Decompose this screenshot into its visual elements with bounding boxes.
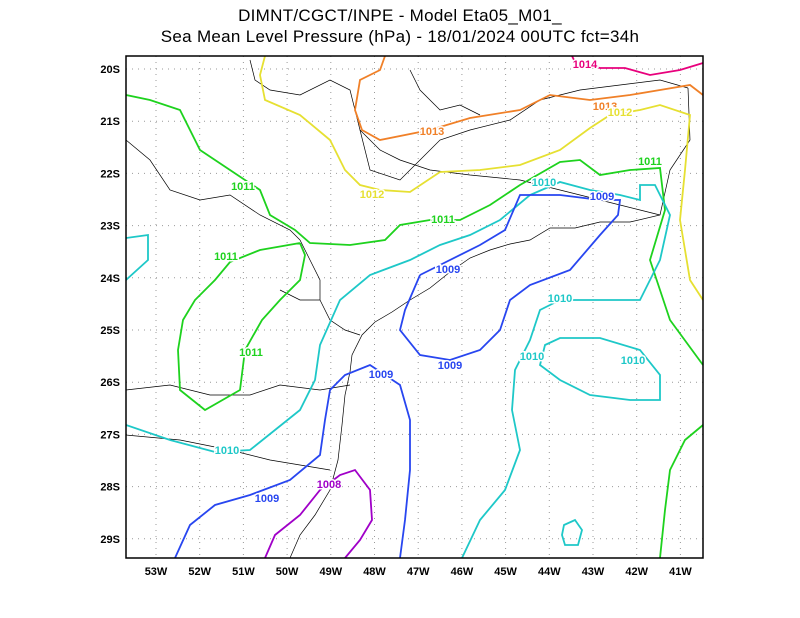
contour-label-1010: 1010	[520, 351, 544, 363]
title-line-2: Sea Mean Level Pressure (hPa) - 18/01/20…	[160, 27, 640, 46]
isobar-1010-closed	[538, 337, 661, 401]
lat-tick-label: 28S	[100, 482, 120, 494]
isobar-1014	[571, 55, 704, 76]
lon-tick-label: 48W	[363, 566, 386, 578]
isobar-1010	[125, 233, 149, 281]
contour-label-1009: 1009	[436, 264, 460, 276]
lat-tick-label: 29S	[100, 534, 120, 546]
coastline	[289, 87, 691, 559]
contour-label-1010: 1010	[215, 445, 239, 457]
lon-tick-label: 44W	[538, 566, 561, 578]
isobar-1010-small	[561, 518, 583, 546]
axis-ticks: 53W 52W 51W 50W 49W 48W 47W 46W 45W 44W 43W 42W 41W 2…	[100, 64, 692, 578]
lon-tick-label: 50W	[276, 566, 299, 578]
state-border	[125, 139, 301, 241]
contour-label-1013: 1013	[420, 126, 444, 138]
lat-tick-label: 27S	[100, 429, 120, 441]
isobar-1011	[125, 94, 704, 366]
lon-tick-label: 47W	[407, 566, 430, 578]
contour-label-1011: 1011	[239, 347, 263, 359]
isobar-1012	[259, 55, 704, 301]
contour-label-1009: 1009	[369, 369, 393, 381]
lon-tick-label: 49W	[319, 566, 342, 578]
contour-labels: 1014101310131012101210111011101110111011…	[213, 58, 664, 507]
contour-label-1010: 1010	[548, 293, 572, 305]
lon-tick-label: 52W	[188, 566, 211, 578]
lon-tick-label: 41W	[669, 566, 692, 578]
contour-label-1011: 1011	[214, 251, 238, 263]
contour-label-1009: 1009	[438, 360, 462, 372]
contour-label-1009: 1009	[255, 493, 279, 505]
state-border	[125, 434, 331, 471]
lat-tick-label: 25S	[100, 325, 120, 337]
contour-label-1008: 1008	[317, 479, 341, 491]
contour-label-1010: 1010	[532, 177, 556, 189]
lat-tick-label: 24S	[100, 273, 120, 285]
lon-tick-label: 45W	[494, 566, 517, 578]
lat-tick-label: 20S	[100, 64, 120, 76]
contour-label-1013: 1013	[593, 101, 617, 113]
isobar-1009	[174, 363, 411, 559]
isobar-1009-main	[399, 194, 622, 361]
isobar-1013	[354, 55, 704, 141]
title-line-1: DIMNT/CGCT/INPE - Model Eta05_M01_	[238, 6, 562, 25]
lat-tick-label: 22S	[100, 168, 120, 180]
lat-tick-label: 26S	[100, 377, 120, 389]
lon-tick-label: 46W	[451, 566, 474, 578]
isobar-1011-se	[659, 424, 704, 559]
isobar-1011-west	[177, 242, 306, 412]
contour-label-1010: 1010	[621, 355, 645, 367]
map-frame	[125, 55, 704, 559]
contour-label-1011: 1011	[638, 156, 662, 168]
state-border	[125, 384, 351, 396]
lon-tick-label: 42W	[625, 566, 648, 578]
isobar-1008	[264, 468, 373, 559]
contour-label-1011: 1011	[231, 181, 255, 193]
isobars	[125, 55, 704, 559]
isobar-1010-main	[125, 181, 671, 559]
contour-label-1009: 1009	[590, 191, 614, 203]
contour-label-1014: 1014	[573, 59, 598, 71]
river	[409, 69, 481, 116]
contour-label-1011: 1011	[431, 214, 455, 226]
lon-tick-label: 43W	[582, 566, 605, 578]
state-border	[279, 239, 321, 301]
lon-tick-label: 51W	[232, 566, 255, 578]
lat-tick-label: 23S	[100, 221, 120, 233]
state-border	[249, 59, 689, 181]
contour-label-1012: 1012	[608, 107, 632, 119]
lat-tick-label: 21S	[100, 116, 120, 128]
lon-tick-label: 53W	[145, 566, 168, 578]
graticule	[126, 56, 703, 558]
contour-label-1012: 1012	[360, 189, 384, 201]
state-border	[319, 299, 361, 336]
